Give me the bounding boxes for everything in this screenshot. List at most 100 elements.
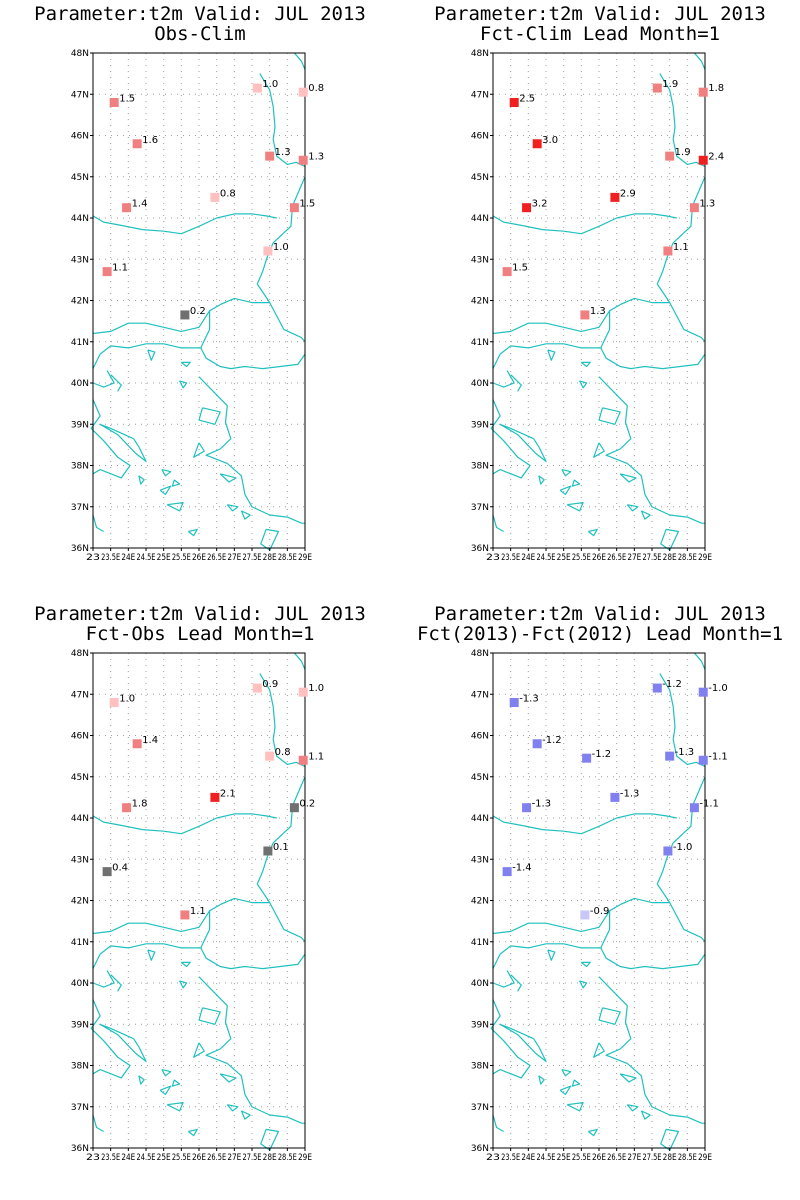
station-marker: [502, 267, 512, 277]
coastline: [92, 1114, 104, 1133]
lon-tick-label: 23.5E: [101, 553, 120, 563]
coastline: [259, 673, 306, 767]
coastline: [693, 52, 706, 70]
coastline: [198, 376, 305, 524]
lat-tick-label: 43N: [471, 855, 489, 865]
station-value-label: 1.5: [299, 199, 315, 210]
lat-tick-label: 46N: [471, 132, 489, 142]
coastline: [600, 310, 706, 370]
coastline: [640, 1110, 651, 1120]
coastline: [669, 302, 706, 343]
station-value-label: 1.1: [112, 263, 128, 274]
coastline: [92, 943, 201, 969]
lat-tick-label: 39N: [71, 420, 89, 430]
lat-tick-label: 40N: [471, 379, 489, 389]
lon-tick-label: 26.5E: [207, 1153, 226, 1163]
lon-tick-label: 28E: [263, 1153, 277, 1163]
coastline: [110, 974, 122, 992]
station-marker: [580, 310, 590, 320]
station-marker: [298, 87, 308, 97]
lat-tick-label: 41N: [71, 338, 89, 348]
lat-tick-label: 40N: [71, 379, 89, 389]
station-marker: [652, 683, 662, 693]
coastline: [219, 1073, 237, 1083]
coastline: [92, 343, 201, 369]
station-value-label: 1.0: [308, 683, 324, 694]
coastline: [571, 479, 581, 487]
station-value-label: 2.1: [220, 788, 236, 799]
coastline: [492, 970, 515, 988]
coastline: [492, 897, 670, 935]
lon-tick-label: 23: [486, 1153, 500, 1163]
coastline: [200, 910, 306, 970]
lat-tick-label: 44N: [71, 814, 89, 824]
coastline: [490, 399, 531, 479]
lon-tick-label: 24E: [521, 553, 535, 563]
station-value-label: 1.4: [132, 199, 148, 210]
station-value-label: 0.9: [262, 679, 278, 690]
coastline: [293, 652, 306, 670]
lon-tick-label: 26E: [192, 553, 206, 563]
station-marker: [265, 751, 275, 761]
coastline: [147, 949, 156, 961]
lon-tick-label: 26.5E: [207, 553, 226, 563]
coastline: [579, 380, 588, 389]
lon-tick-label: 27.5E: [643, 1153, 662, 1163]
coastline: [188, 528, 198, 537]
lat-tick-label: 48N: [471, 49, 489, 59]
coastline: [92, 213, 277, 235]
coastline: [593, 442, 605, 458]
station-value-label: 1.8: [708, 83, 724, 94]
coastline: [510, 974, 522, 992]
station-marker: [532, 739, 542, 749]
station-value-label: 1.9: [662, 79, 678, 90]
lat-tick-label: 48N: [71, 649, 89, 659]
coastline: [256, 776, 306, 903]
coastline: [561, 1069, 572, 1077]
station-marker: [289, 203, 299, 213]
station-value-label: -1.2: [662, 679, 682, 690]
panel-title: Parameter:t2m Valid: JUL 2013: [434, 3, 766, 25]
panel-subtitle: Fct-Obs Lead Month=1: [85, 623, 315, 645]
station-marker: [652, 83, 662, 93]
station-marker: [689, 803, 699, 813]
coastline: [510, 374, 522, 392]
coastline: [566, 502, 584, 512]
station-value-label: -1.2: [592, 749, 612, 760]
station-value-label: -1.3: [532, 799, 552, 810]
lon-tick-label: 24.5E: [137, 1153, 156, 1163]
panel-subtitle: Fct-Clim Lead Month=1: [479, 23, 721, 45]
station-value-label: -1.4: [512, 863, 532, 874]
lat-tick-label: 46N: [71, 732, 89, 742]
coastline: [166, 1102, 184, 1112]
coastline: [90, 999, 131, 1079]
station-marker: [132, 739, 142, 749]
lat-tick-label: 46N: [471, 732, 489, 742]
station-value-label: 0.2: [190, 306, 206, 317]
lon-tick-label: 27E: [227, 553, 241, 563]
lon-tick-label: 29E: [698, 553, 712, 563]
lat-tick-label: 42N: [471, 897, 489, 907]
lat-tick-label: 39N: [71, 1020, 89, 1030]
coastline: [171, 1079, 181, 1087]
station-value-label: -0.9: [590, 906, 610, 917]
lon-tick-label: 28.5E: [278, 1153, 297, 1163]
coastline: [693, 652, 706, 670]
station-value-label: -1.2: [542, 735, 562, 746]
lon-tick-label: 25.5E: [572, 553, 591, 563]
coastline: [490, 999, 531, 1079]
lat-tick-label: 45N: [471, 173, 489, 183]
coastline: [226, 504, 239, 512]
coastline: [92, 897, 270, 935]
lat-tick-label: 43N: [71, 255, 89, 265]
coastline: [161, 469, 172, 477]
coastline: [598, 1007, 621, 1025]
coastline: [200, 310, 306, 370]
lon-tick-label: 27.5E: [643, 553, 662, 563]
coastline: [179, 380, 188, 389]
station-marker: [109, 698, 119, 707]
panel-subtitle: Obs-Clim: [154, 23, 246, 45]
station-marker: [509, 98, 519, 107]
coastline: [269, 902, 306, 943]
station-marker: [298, 755, 308, 765]
